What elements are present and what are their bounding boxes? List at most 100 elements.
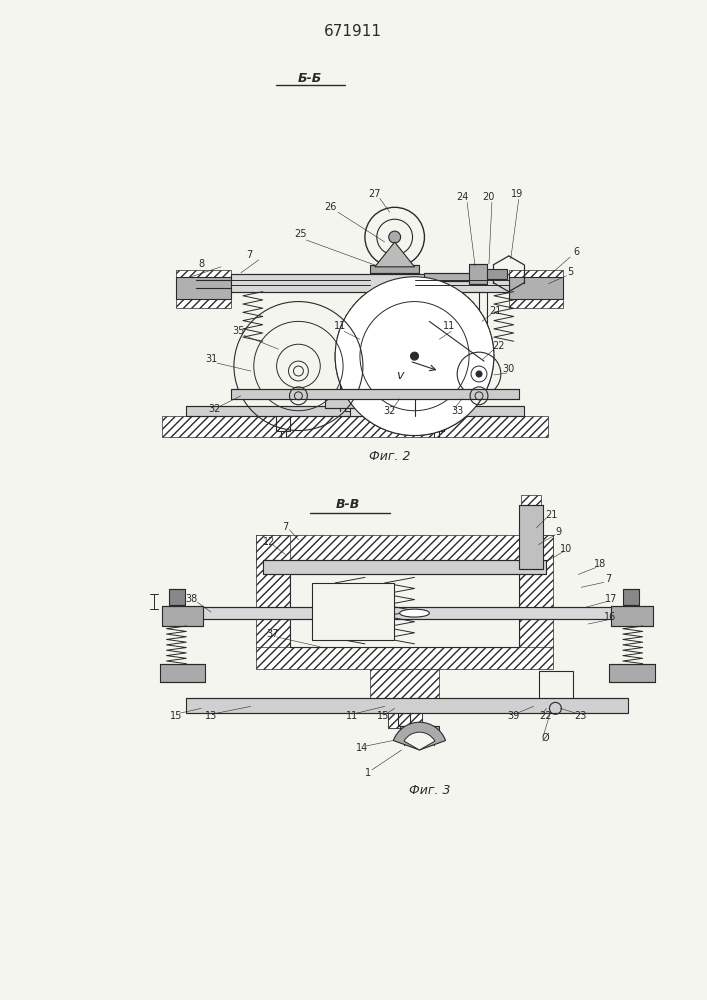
Bar <box>201 607 613 619</box>
Bar <box>170 589 185 605</box>
Bar <box>623 589 638 605</box>
Bar <box>399 292 406 336</box>
Bar <box>387 703 423 728</box>
Bar <box>312 583 394 640</box>
Bar <box>387 703 423 728</box>
Bar <box>509 280 544 288</box>
Text: 8: 8 <box>198 259 204 269</box>
Bar <box>479 292 487 351</box>
Bar <box>345 356 395 411</box>
Text: 26: 26 <box>324 202 337 212</box>
Text: 32: 32 <box>208 404 221 414</box>
Ellipse shape <box>399 609 429 617</box>
Bar <box>382 333 411 343</box>
Text: 16: 16 <box>604 612 616 622</box>
Text: Фиг. 3: Фиг. 3 <box>409 784 450 797</box>
Text: 11: 11 <box>334 321 346 331</box>
Wedge shape <box>393 722 445 750</box>
Bar <box>487 269 507 279</box>
Text: 22: 22 <box>493 341 505 351</box>
Bar <box>256 535 291 649</box>
Text: 1: 1 <box>365 768 371 778</box>
Text: 13: 13 <box>205 711 217 721</box>
Text: 7: 7 <box>282 522 288 532</box>
Text: 5: 5 <box>567 267 573 277</box>
Bar <box>231 389 519 399</box>
Text: Б-Б: Б-Б <box>298 72 322 85</box>
Bar <box>385 292 391 336</box>
Bar <box>509 270 563 308</box>
Text: 9: 9 <box>555 527 561 537</box>
Text: 11: 11 <box>443 321 455 331</box>
Text: 37: 37 <box>267 629 279 639</box>
Bar <box>291 564 519 647</box>
Polygon shape <box>375 242 414 267</box>
Bar <box>256 647 554 669</box>
Text: 35: 35 <box>233 326 245 336</box>
Text: 31: 31 <box>205 354 217 364</box>
Circle shape <box>476 371 482 377</box>
Text: 10: 10 <box>560 544 573 554</box>
Text: 12: 12 <box>262 537 275 547</box>
Bar <box>519 535 554 649</box>
Text: Фиг. 2: Фиг. 2 <box>369 450 411 463</box>
Bar <box>370 669 439 703</box>
Text: 25: 25 <box>294 229 307 239</box>
Text: 22: 22 <box>539 711 551 721</box>
Bar <box>340 356 399 411</box>
Bar <box>256 535 554 564</box>
Bar <box>160 664 205 682</box>
Bar <box>187 406 524 416</box>
Bar <box>609 664 655 682</box>
Bar <box>539 671 573 705</box>
Text: 17: 17 <box>604 594 617 604</box>
Bar <box>161 606 203 626</box>
Bar <box>325 396 414 408</box>
Text: 6: 6 <box>573 247 579 257</box>
Text: 32: 32 <box>383 406 396 416</box>
Text: 15: 15 <box>377 711 389 721</box>
Text: 20: 20 <box>483 192 495 202</box>
Circle shape <box>389 231 401 243</box>
Bar <box>520 495 541 507</box>
Text: 33: 33 <box>451 406 463 416</box>
Text: 11: 11 <box>346 711 358 721</box>
Bar <box>312 583 394 640</box>
Bar <box>509 277 563 299</box>
Circle shape <box>411 352 419 360</box>
Bar <box>350 356 390 416</box>
Text: 23: 23 <box>574 711 586 721</box>
Bar <box>263 560 547 574</box>
Bar <box>370 265 419 273</box>
Text: 39: 39 <box>508 711 520 721</box>
Text: 27: 27 <box>368 189 381 199</box>
Text: 7: 7 <box>246 250 252 260</box>
Text: v: v <box>396 369 403 382</box>
Bar <box>177 270 231 308</box>
Bar <box>397 713 409 726</box>
Text: 671911: 671911 <box>324 24 382 39</box>
Bar <box>519 505 544 569</box>
Circle shape <box>335 277 494 436</box>
Bar <box>308 579 397 644</box>
Text: 15: 15 <box>170 711 182 721</box>
Text: Ø: Ø <box>542 733 549 743</box>
Bar <box>231 274 509 292</box>
Text: В-В: В-В <box>336 498 360 511</box>
Text: 30: 30 <box>503 364 515 374</box>
Wedge shape <box>404 732 435 750</box>
Bar <box>469 264 487 284</box>
Text: 14: 14 <box>356 743 368 753</box>
Text: 24: 24 <box>456 192 468 202</box>
Bar <box>177 277 231 299</box>
Text: 18: 18 <box>594 559 606 569</box>
Text: 19: 19 <box>510 189 523 199</box>
Bar <box>399 726 439 738</box>
Text: 21: 21 <box>545 510 558 520</box>
Text: 21: 21 <box>490 306 502 316</box>
Bar <box>291 564 519 647</box>
Bar <box>424 273 474 281</box>
Bar <box>611 606 653 626</box>
Bar <box>197 280 231 288</box>
Bar <box>187 698 628 713</box>
